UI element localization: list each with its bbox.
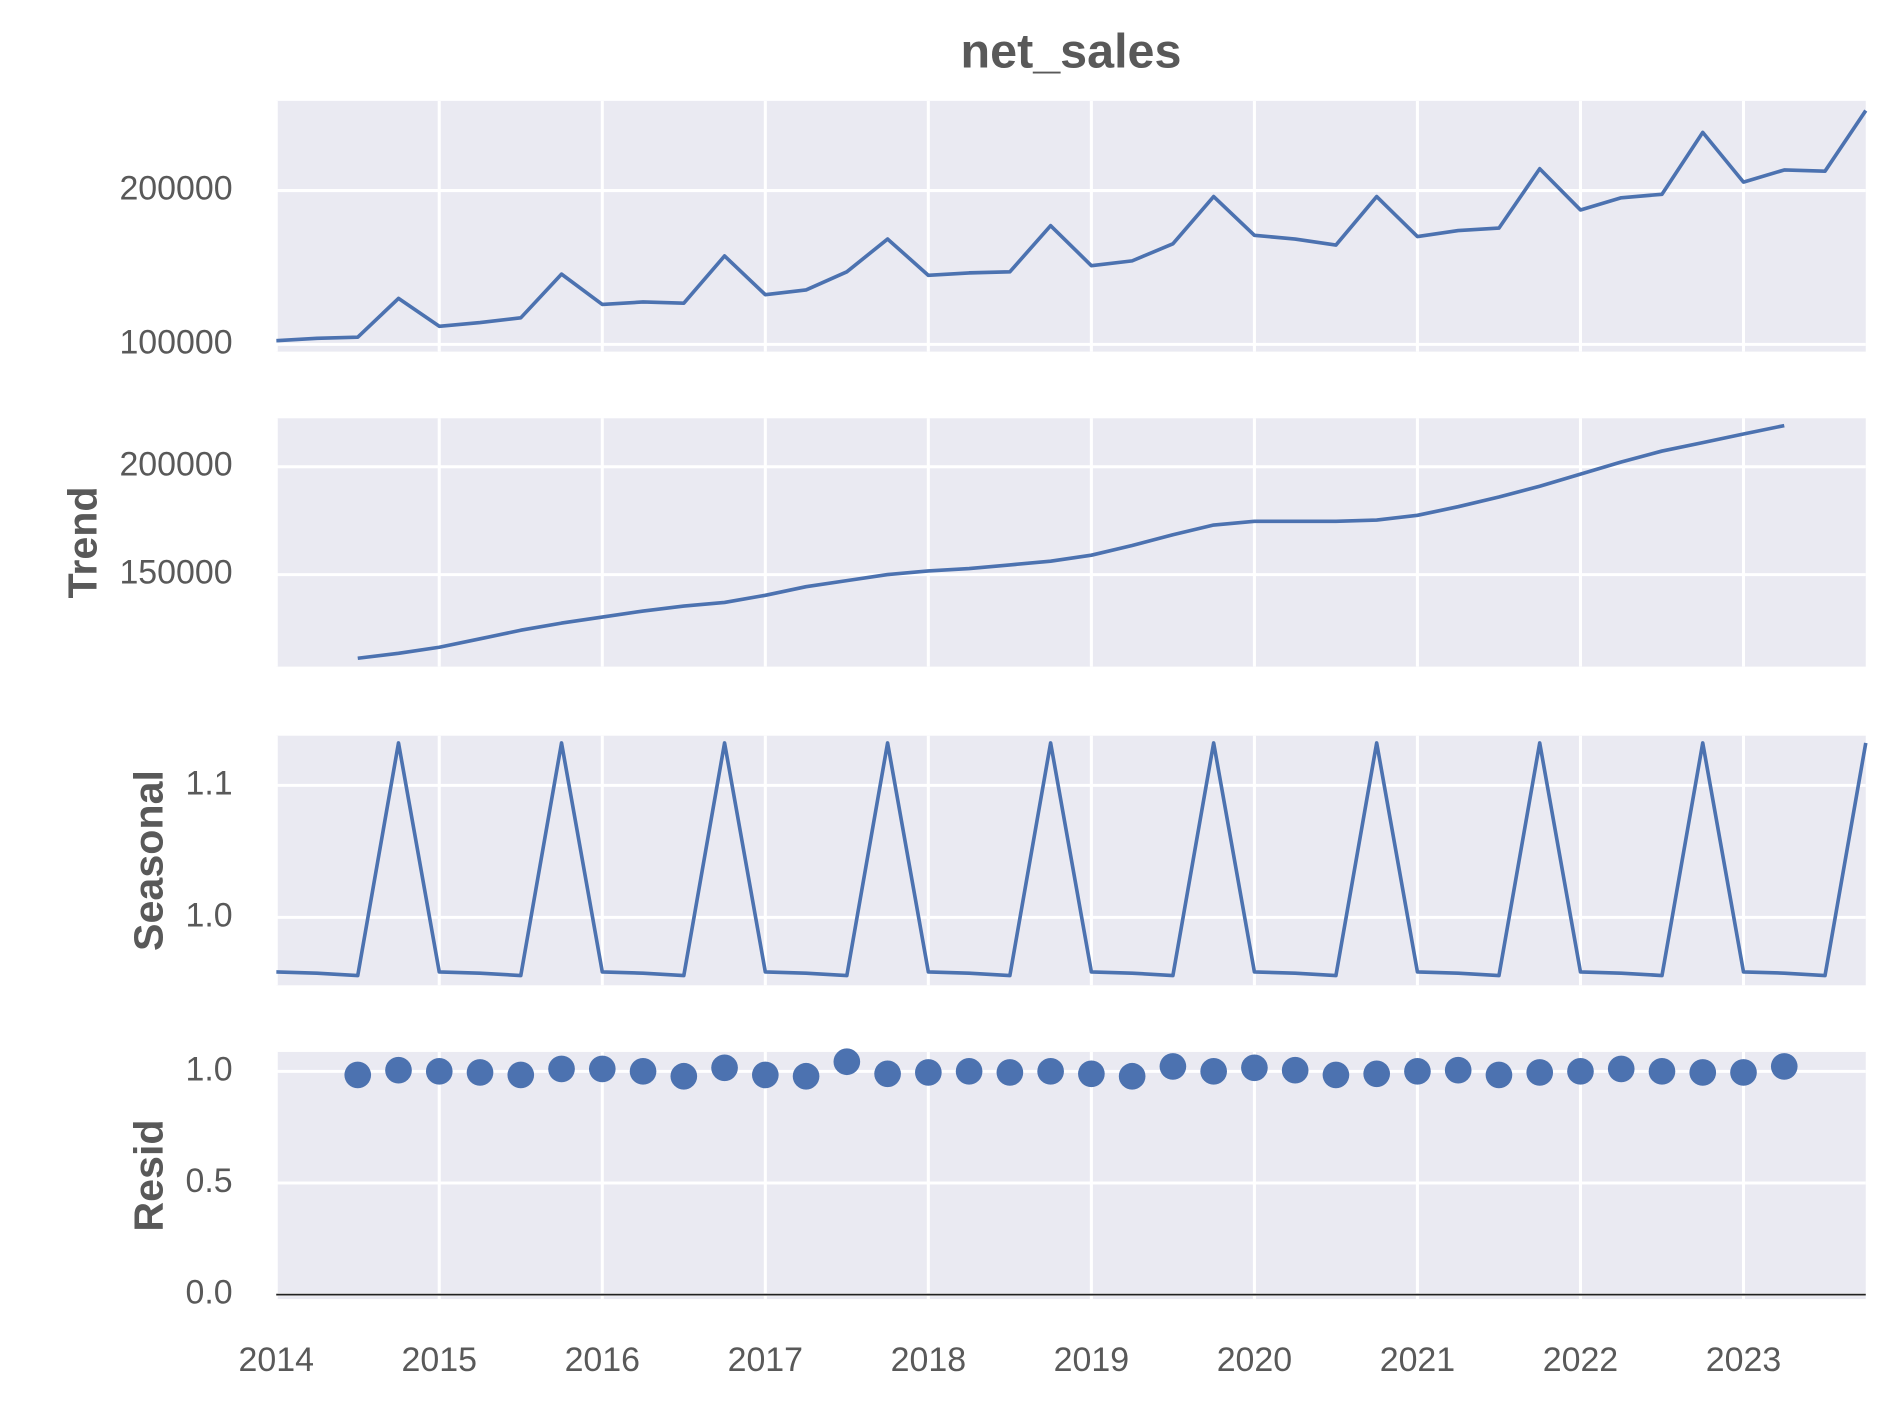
resid-point [1037,1058,1064,1085]
y-axis-label: Resid [125,1119,171,1231]
resid-point [1485,1061,1513,1089]
resid-point [874,1060,901,1088]
x-tick-label: 2021 [1380,1341,1455,1379]
resid-point [425,1058,453,1085]
resid-point [1159,1053,1187,1080]
y-axis-label: Seasonal [125,770,171,951]
resid-point [1404,1058,1431,1085]
plot-area [276,418,1866,667]
x-tick-label: 2014 [239,1341,314,1379]
chart-title: net_sales [961,25,1182,79]
resid-point [1526,1059,1554,1086]
resid-point [588,1055,616,1083]
resid-point [1730,1059,1757,1086]
y-tick-label: 200000 [119,170,232,208]
x-tick-label: 2015 [402,1341,477,1379]
resid-point [1363,1060,1391,1088]
series-line [276,741,1868,978]
resid-point [507,1061,535,1089]
y-tick-label: 150000 [119,554,232,592]
resid-point [792,1062,820,1090]
resid-point [1770,1053,1798,1080]
resid-point [1607,1055,1635,1083]
resid-point [344,1061,372,1089]
x-tick-label: 2022 [1543,1341,1618,1379]
y-tick-label: 0.0 [185,1274,232,1312]
y-tick-label: 200000 [119,446,232,484]
resid-point [548,1055,575,1083]
resid-point [385,1056,412,1084]
x-tick-label: 2016 [565,1341,640,1379]
y-tick-label: 0.5 [185,1162,232,1200]
resid-point [629,1058,657,1085]
resid-point [1078,1060,1105,1088]
series-line [357,423,1785,661]
resid-point [1648,1058,1676,1085]
series-line [276,109,1868,343]
x-tick-label: 2017 [728,1341,803,1379]
x-tick-label: 2018 [891,1341,966,1379]
resid-point [1567,1058,1594,1085]
y-tick-label: 1.0 [185,1050,232,1088]
resid-point [1118,1062,1146,1090]
resid-point [996,1059,1024,1086]
x-tick-label: 2019 [1054,1341,1129,1379]
resid-point [670,1062,698,1090]
resid-point [1200,1058,1227,1085]
y-tick-label: 1.0 [185,896,232,934]
plot-area [276,1051,1866,1300]
resid-point [1281,1056,1309,1084]
resid-point [711,1054,738,1082]
resid-point [833,1048,861,1076]
resid-point [915,1059,942,1086]
x-tick-label: 2020 [1217,1341,1292,1379]
x-tick-label: 2023 [1706,1341,1781,1379]
resid-point [751,1061,779,1089]
resid-point [466,1059,494,1086]
y-axis-label: Trend [59,486,105,598]
resid-point [1444,1056,1472,1084]
y-tick-label: 100000 [119,323,232,361]
resid-point [1689,1059,1717,1086]
y-tick-label: 1.1 [185,764,232,802]
resid-point [955,1058,983,1085]
resid-point [1322,1061,1350,1089]
plot-area [276,100,1866,352]
resid-point [1241,1054,1268,1082]
